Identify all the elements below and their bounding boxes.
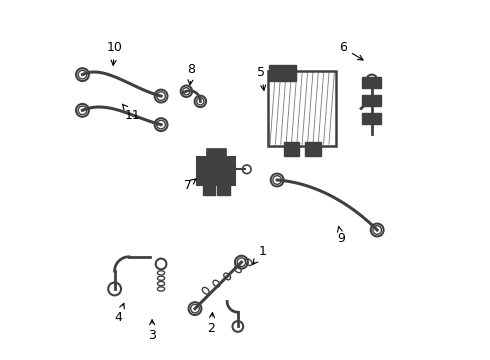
Text: 8: 8 bbox=[187, 63, 196, 85]
FancyBboxPatch shape bbox=[362, 77, 381, 88]
FancyBboxPatch shape bbox=[362, 95, 381, 106]
Text: 11: 11 bbox=[122, 104, 140, 122]
FancyBboxPatch shape bbox=[284, 142, 299, 156]
Text: 3: 3 bbox=[148, 320, 156, 342]
FancyBboxPatch shape bbox=[362, 113, 381, 123]
FancyBboxPatch shape bbox=[218, 181, 230, 195]
FancyBboxPatch shape bbox=[270, 65, 296, 81]
Text: 9: 9 bbox=[338, 226, 345, 246]
Text: 1: 1 bbox=[253, 245, 267, 264]
FancyBboxPatch shape bbox=[207, 149, 226, 159]
Text: 6: 6 bbox=[339, 41, 363, 60]
FancyBboxPatch shape bbox=[203, 181, 215, 195]
FancyBboxPatch shape bbox=[305, 142, 321, 156]
Text: 5: 5 bbox=[257, 66, 266, 90]
Text: 10: 10 bbox=[107, 41, 122, 65]
FancyBboxPatch shape bbox=[197, 157, 235, 185]
Text: 7: 7 bbox=[184, 179, 196, 192]
Text: 2: 2 bbox=[207, 312, 215, 335]
Text: 4: 4 bbox=[114, 303, 124, 324]
